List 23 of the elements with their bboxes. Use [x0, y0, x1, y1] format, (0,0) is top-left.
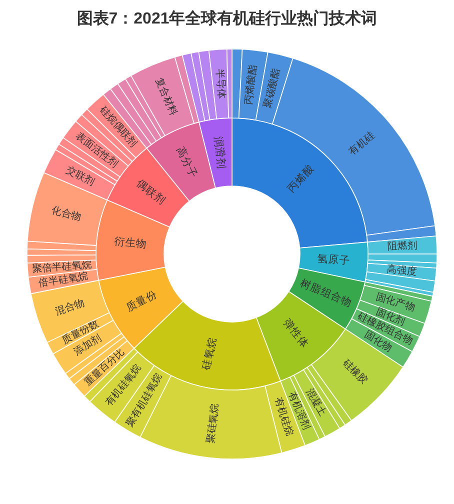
slice-label: 复合材料 [152, 76, 180, 118]
slice-label: 聚硅氧烷 [204, 402, 221, 444]
slice-label: 衍生物 [114, 234, 148, 251]
slice-label: 弹性体 [280, 316, 312, 350]
slice-label: 阻燃剂 [387, 239, 418, 253]
slice-label: 氢原子 [316, 253, 351, 268]
slice-label: 偶联剂 [134, 176, 168, 208]
slice-label: 交联剂 [64, 164, 96, 188]
slice-label: 硅氧烷 [199, 336, 220, 372]
slice-label: 丙烯酸 [284, 162, 316, 195]
slice-label: 树脂组合物 [298, 276, 354, 310]
slice-label: 润滑剂 [212, 136, 228, 170]
chart-title: 图表7：2021年全球有机硅行业热门技术词 [76, 8, 378, 28]
slice-label: 混合物 [54, 296, 86, 318]
slice-label: 硅橡胶 [339, 356, 370, 387]
slice-label: 质量份 [124, 287, 159, 314]
slice-label: 化合物 [50, 204, 82, 224]
slice-label: 半导体 [214, 68, 228, 100]
slice-label: 聚碳酸酯 [261, 67, 282, 110]
slice-label: 高分子 [174, 144, 200, 180]
slice-label: 有机硅 [346, 129, 377, 158]
slice-label: 丙烯酸酯 [242, 64, 259, 106]
slice-label: 高强度 [386, 263, 418, 278]
